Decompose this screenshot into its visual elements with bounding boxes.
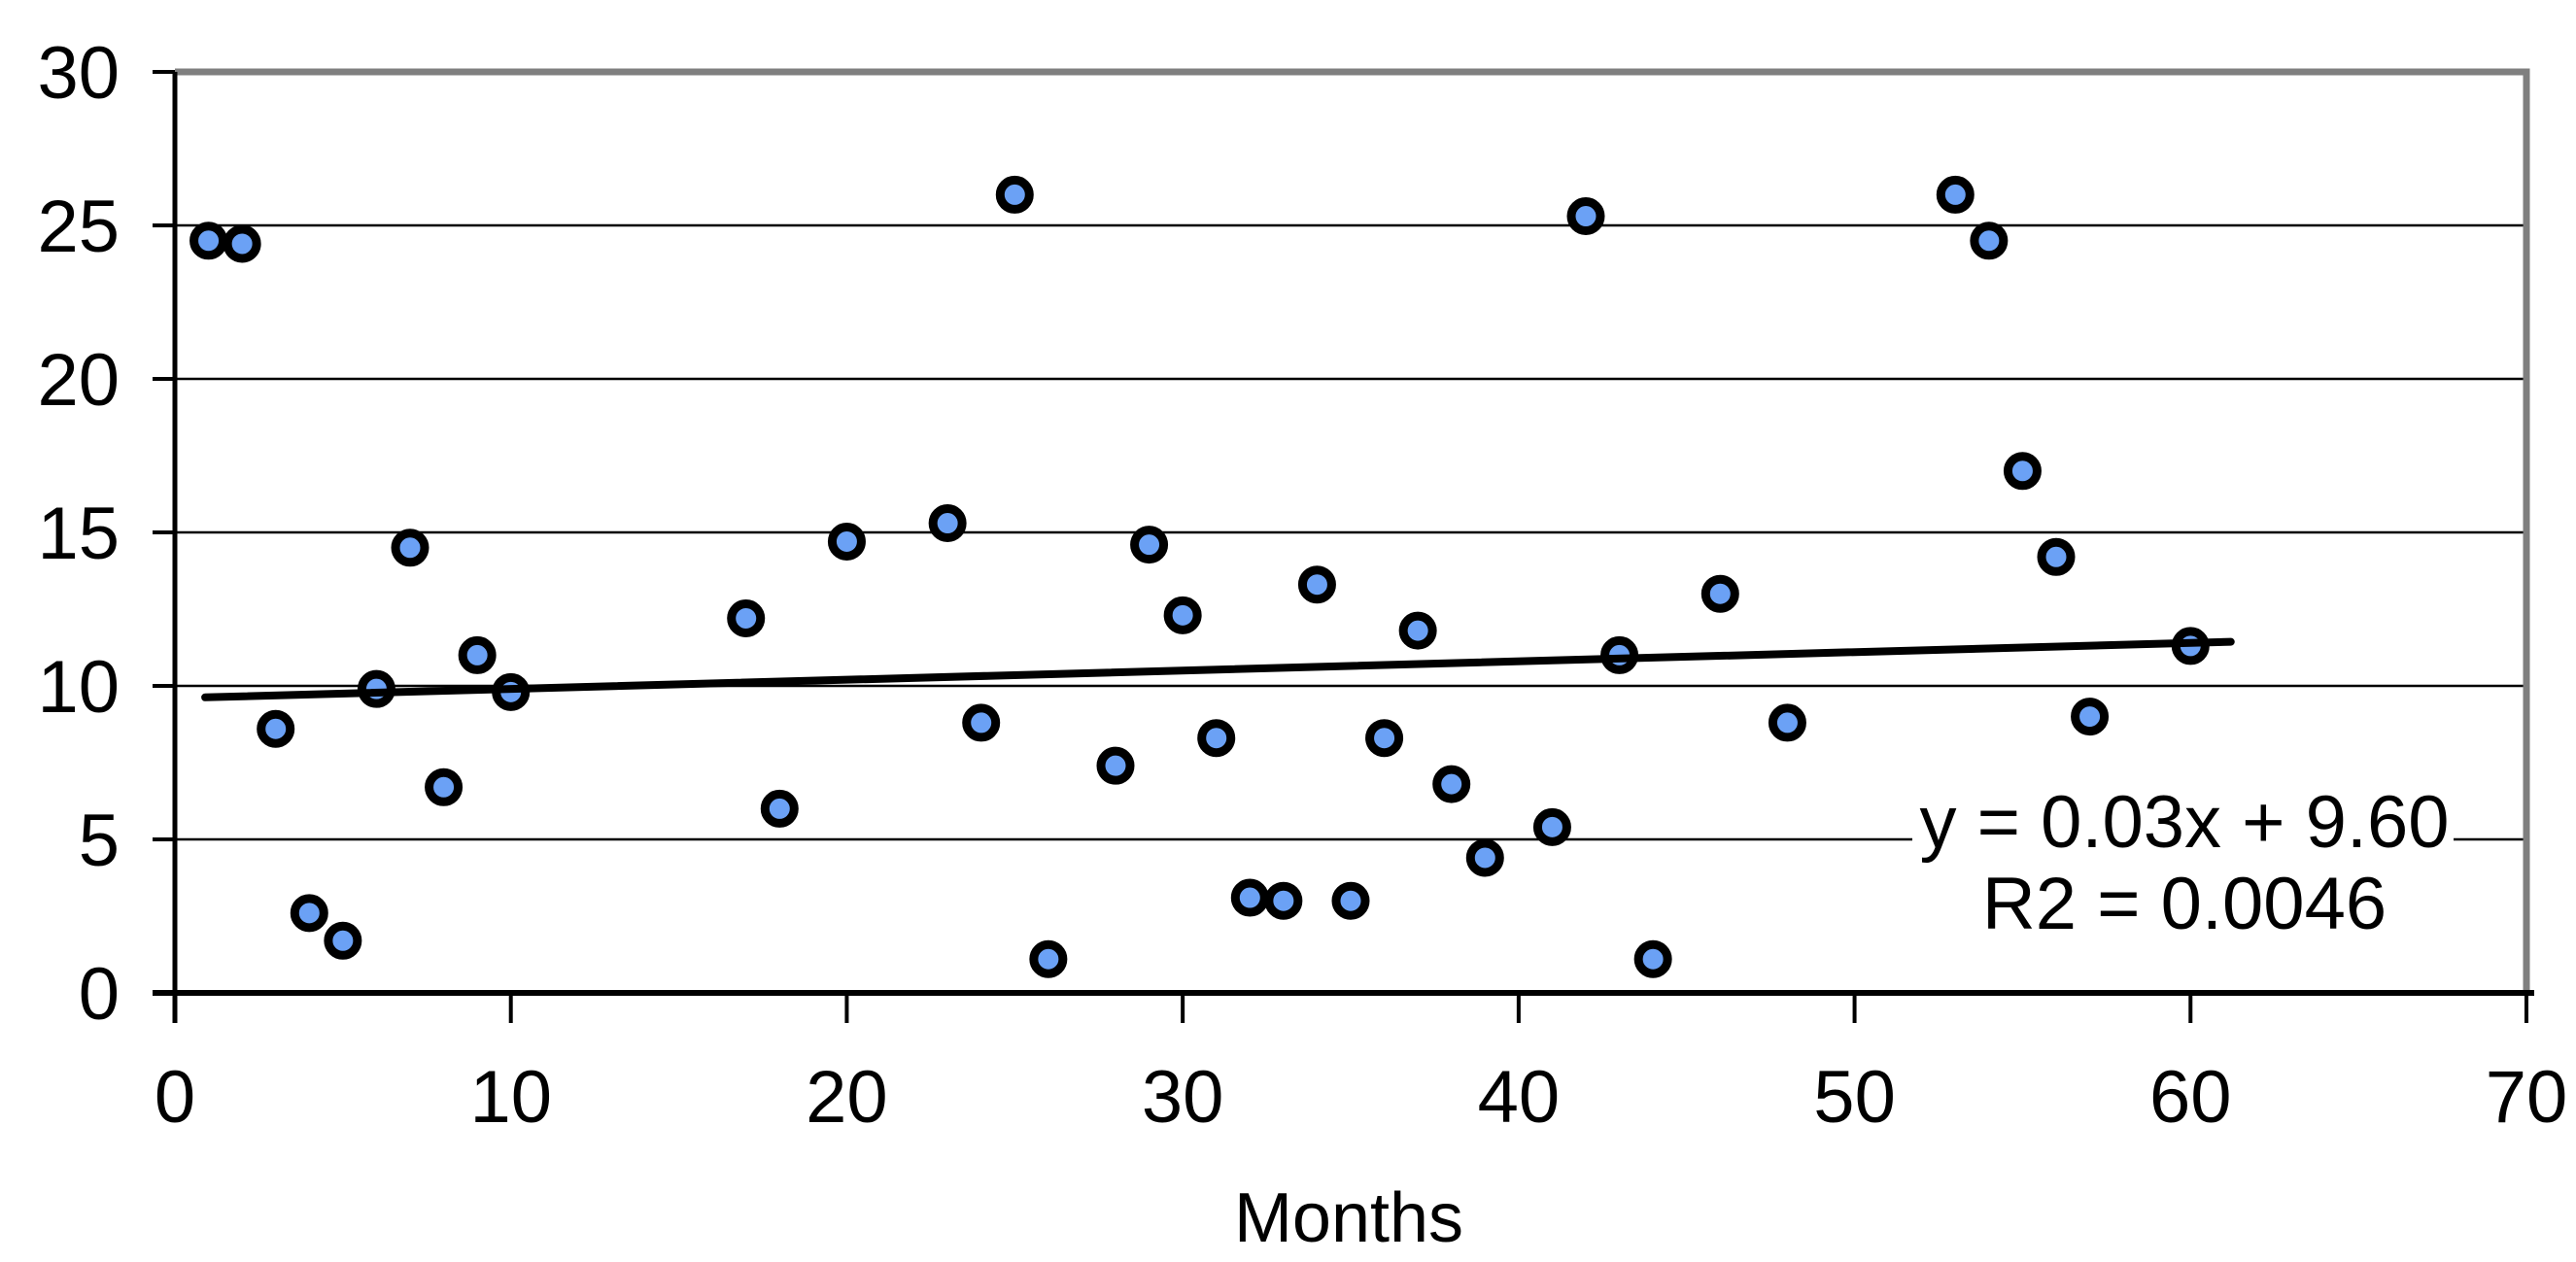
- y-tick-label: 15: [37, 493, 120, 575]
- data-point: [391, 529, 429, 567]
- y-tick-label: 10: [37, 646, 120, 729]
- data-point: [425, 767, 464, 806]
- data-point: [1029, 939, 1068, 978]
- data-point: [1768, 703, 1806, 742]
- y-tick-label: 0: [79, 953, 120, 1036]
- x-tick-label: 50: [1813, 1056, 1896, 1139]
- x-tick-label: 0: [155, 1056, 195, 1139]
- data-point: [962, 703, 1001, 742]
- data-point: [928, 504, 967, 543]
- data-point: [223, 224, 261, 263]
- y-tick-label: 25: [37, 186, 120, 268]
- data-point: [1230, 878, 1269, 917]
- equation-line-2: R2 = 0.0046: [1982, 863, 2387, 945]
- data-point: [995, 175, 1034, 214]
- trend-line: [201, 637, 2235, 701]
- data-point: [1700, 574, 1739, 613]
- x-tick-label: 40: [1478, 1056, 1561, 1139]
- data-point: [2003, 452, 2042, 491]
- data-point: [2037, 537, 2076, 576]
- data-point: [827, 522, 866, 561]
- data-point: [1130, 526, 1169, 564]
- data-point: [1197, 719, 1236, 758]
- data-point: [1970, 222, 2009, 260]
- x-tick-label: 60: [2149, 1056, 2232, 1139]
- data-point: [760, 789, 799, 828]
- equation-line-1: y = 0.03x + 9.60: [1919, 781, 2449, 864]
- x-axis-title: Months: [1234, 1179, 1463, 1257]
- data-point: [324, 921, 362, 960]
- y-tick-label: 20: [37, 339, 120, 422]
- data-point: [1936, 175, 1975, 214]
- x-tick-label: 10: [469, 1056, 552, 1139]
- data-point: [1432, 765, 1471, 803]
- data-point: [1532, 807, 1571, 846]
- data-point: [727, 598, 766, 637]
- data-point: [1264, 881, 1303, 920]
- data-point: [1566, 197, 1605, 236]
- equation-annotation-background: [1912, 764, 2454, 946]
- data-point: [290, 894, 328, 933]
- data-point: [1365, 719, 1404, 758]
- data-point: [1633, 939, 1672, 978]
- data-point: [1331, 881, 1370, 920]
- x-tick-label: 20: [806, 1056, 888, 1139]
- data-point: [1096, 746, 1135, 785]
- y-tick-label: 30: [37, 32, 120, 115]
- data-point: [1297, 565, 1336, 604]
- data-point: [1398, 611, 1437, 650]
- data-point: [189, 222, 228, 260]
- data-point: [458, 635, 497, 674]
- data-point: [257, 709, 295, 748]
- data-point: [1465, 838, 1504, 877]
- y-tick-label: 5: [79, 800, 120, 882]
- x-tick-label: 30: [1142, 1056, 1224, 1139]
- data-point: [1163, 596, 1202, 634]
- data-point: [2071, 698, 2110, 736]
- x-tick-label: 70: [2486, 1056, 2568, 1139]
